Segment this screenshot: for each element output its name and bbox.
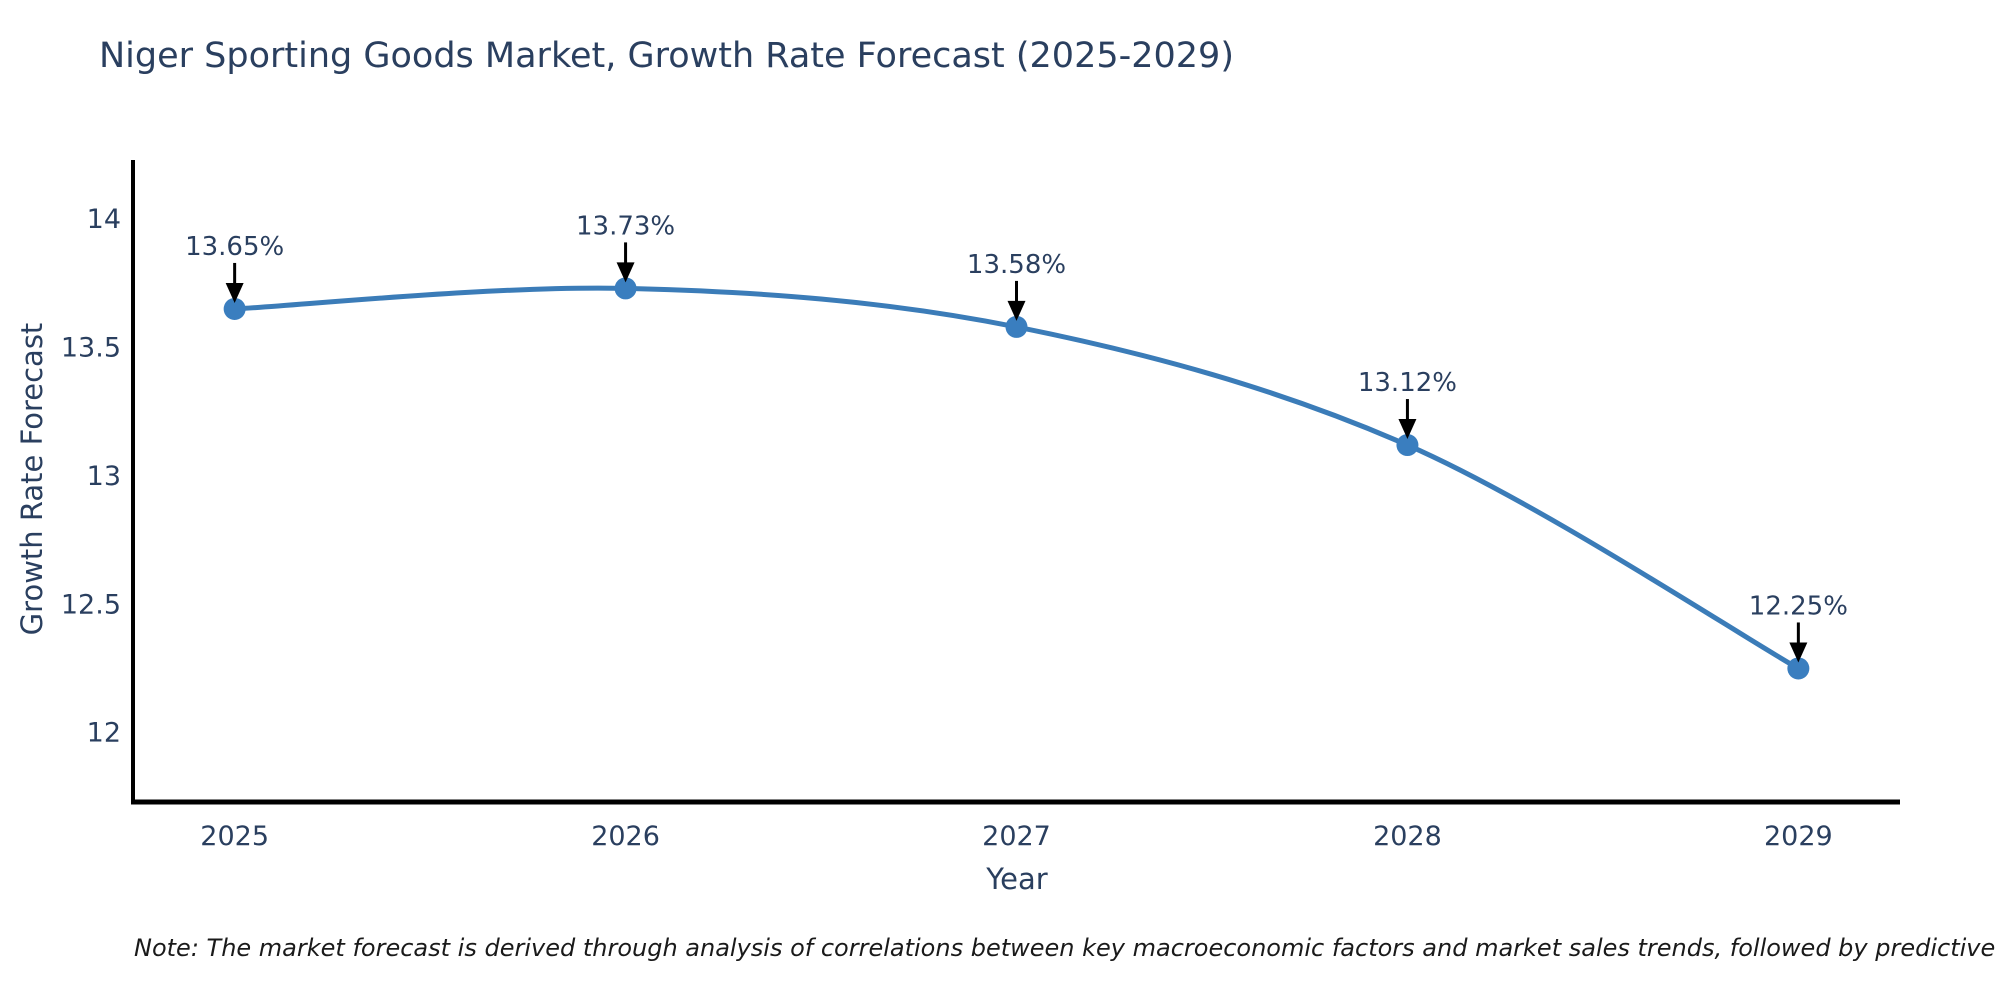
annotation-arrowhead <box>1398 419 1417 440</box>
annotation-arrowhead <box>1789 642 1808 663</box>
data-point-marker <box>1787 657 1810 680</box>
y-tick-label: 12 <box>87 718 121 749</box>
annotation-label: 13.65% <box>185 232 284 262</box>
x-tick-label: 2029 <box>1764 821 1833 852</box>
y-tick-label: 13.5 <box>61 332 121 363</box>
y-tick-label: 12.5 <box>61 589 121 620</box>
data-point-marker <box>1005 315 1028 338</box>
x-tick-label: 2028 <box>1373 821 1442 852</box>
annotation-label: 13.12% <box>1358 368 1457 398</box>
x-tick-label: 2025 <box>200 821 269 852</box>
y-axis-title: Growth Rate Forecast <box>15 322 49 636</box>
annotation-arrowhead <box>616 262 635 283</box>
annotation-arrowhead <box>1007 300 1026 321</box>
chart-title: Niger Sporting Goods Market, Growth Rate… <box>99 36 1234 76</box>
annotation-label: 12.25% <box>1749 591 1848 621</box>
x-tick-label: 2027 <box>982 821 1051 852</box>
trend-line <box>232 285 1801 671</box>
y-tick-label: 14 <box>87 204 121 235</box>
annotation-label: 13.73% <box>576 211 675 241</box>
data-point-marker <box>223 297 246 320</box>
data-point-marker <box>1396 434 1419 457</box>
annotation-label: 13.58% <box>967 250 1066 280</box>
annotation-arrowhead <box>225 282 244 303</box>
footnote: Note: The market forecast is derived thr… <box>134 934 2000 962</box>
x-tick-label: 2026 <box>591 821 660 852</box>
data-point-marker <box>614 277 637 300</box>
y-tick-label: 13 <box>87 461 121 492</box>
x-axis-title: Year <box>986 862 1048 896</box>
